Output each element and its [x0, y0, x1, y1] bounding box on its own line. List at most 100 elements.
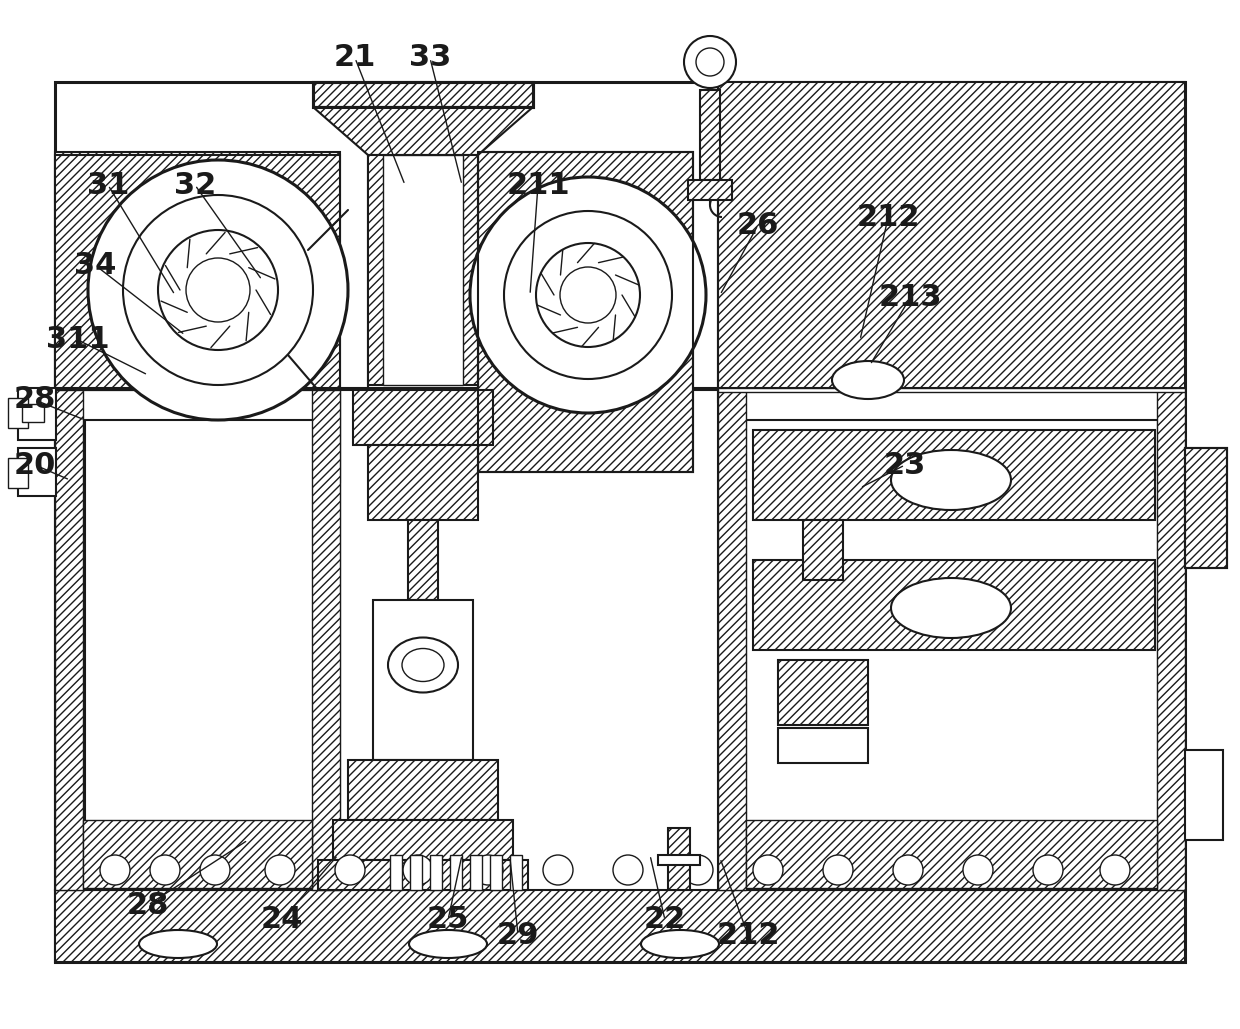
Text: 34: 34 [74, 250, 117, 280]
Circle shape [515, 920, 542, 948]
Bar [317, 860, 528, 890]
Bar [777, 660, 868, 725]
Circle shape [503, 211, 672, 379]
Bar [408, 520, 438, 600]
Circle shape [1145, 600, 1180, 636]
Ellipse shape [641, 930, 719, 958]
Circle shape [60, 250, 95, 286]
Circle shape [403, 855, 433, 885]
Bar [718, 390, 746, 890]
Circle shape [613, 855, 644, 885]
Bar [718, 388, 1185, 392]
Circle shape [470, 177, 706, 413]
Circle shape [684, 36, 737, 88]
Text: 211: 211 [506, 171, 570, 200]
Bar [312, 82, 533, 107]
Circle shape [60, 460, 95, 496]
Circle shape [234, 920, 262, 948]
Circle shape [304, 920, 332, 948]
Bar [718, 82, 1185, 402]
Text: 23: 23 [884, 451, 926, 480]
Bar [668, 828, 689, 890]
Text: 25: 25 [427, 906, 469, 934]
Circle shape [150, 855, 180, 885]
Circle shape [186, 258, 250, 322]
Ellipse shape [139, 930, 217, 958]
Circle shape [1145, 530, 1180, 566]
Circle shape [794, 920, 822, 948]
Bar [55, 390, 340, 890]
Bar [312, 390, 340, 890]
Bar [86, 420, 315, 880]
Text: 29: 29 [497, 921, 539, 950]
Circle shape [934, 920, 962, 948]
Bar [450, 855, 463, 890]
Circle shape [1145, 740, 1180, 776]
Circle shape [60, 740, 95, 776]
Bar [368, 445, 477, 520]
Text: 31: 31 [87, 171, 129, 200]
Text: 24: 24 [260, 906, 304, 934]
Bar [658, 855, 701, 865]
Text: 212: 212 [857, 204, 920, 233]
Bar [777, 728, 868, 762]
Bar [701, 90, 720, 180]
Circle shape [893, 855, 923, 885]
Circle shape [88, 159, 348, 420]
Bar [477, 152, 693, 472]
Circle shape [444, 920, 472, 948]
Circle shape [753, 855, 782, 885]
Circle shape [543, 855, 573, 885]
Circle shape [560, 267, 616, 323]
Bar [353, 390, 494, 445]
Bar [373, 600, 472, 760]
Bar [490, 855, 502, 890]
Bar [477, 152, 693, 472]
Bar [391, 855, 402, 890]
Text: 22: 22 [644, 906, 686, 934]
Bar [312, 82, 533, 107]
Bar [410, 855, 422, 890]
Circle shape [157, 230, 278, 350]
Bar [430, 855, 441, 890]
Ellipse shape [409, 930, 487, 958]
Circle shape [200, 855, 229, 885]
Circle shape [60, 320, 95, 356]
Bar [55, 82, 1185, 962]
Circle shape [60, 530, 95, 566]
Text: 212: 212 [717, 921, 780, 950]
Circle shape [335, 855, 365, 885]
Text: 28: 28 [14, 386, 56, 415]
Bar [688, 180, 732, 200]
Circle shape [60, 180, 95, 216]
Bar [510, 855, 522, 890]
Circle shape [1145, 670, 1180, 706]
Ellipse shape [641, 930, 719, 958]
Circle shape [1145, 180, 1180, 216]
Circle shape [683, 855, 713, 885]
Circle shape [1074, 920, 1102, 948]
Polygon shape [312, 107, 533, 155]
Bar [368, 155, 477, 385]
Ellipse shape [139, 930, 217, 958]
Circle shape [164, 920, 192, 948]
Circle shape [60, 390, 95, 426]
Ellipse shape [892, 578, 1011, 638]
Circle shape [100, 855, 130, 885]
Bar [83, 820, 312, 888]
Circle shape [60, 600, 95, 636]
Circle shape [536, 243, 640, 347]
Bar [334, 820, 513, 860]
Text: 20: 20 [14, 451, 56, 480]
Ellipse shape [409, 930, 487, 958]
Bar [753, 430, 1154, 520]
Circle shape [823, 855, 853, 885]
Bar [753, 560, 1154, 650]
Text: 213: 213 [878, 284, 941, 313]
Circle shape [1145, 460, 1180, 496]
Circle shape [1145, 390, 1180, 426]
Circle shape [696, 48, 724, 76]
Bar [348, 760, 498, 820]
Circle shape [653, 920, 682, 948]
Bar [55, 155, 340, 390]
